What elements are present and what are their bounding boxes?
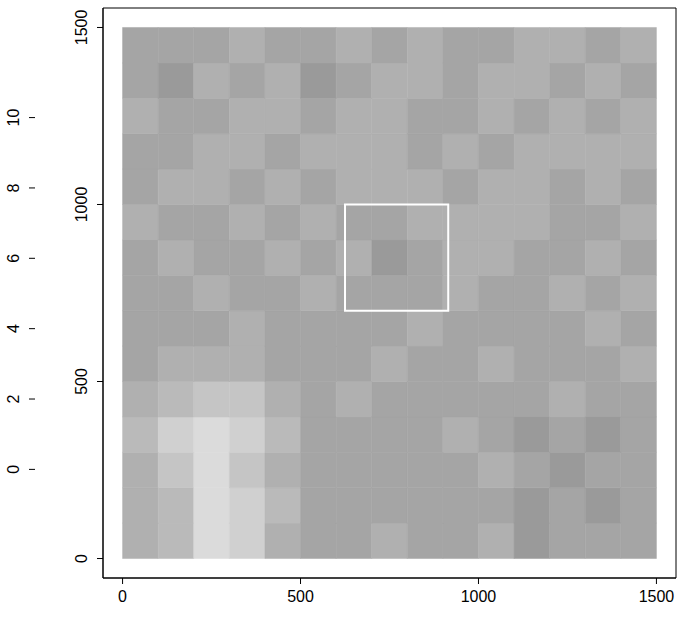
svg-text:1500: 1500 [639,588,675,605]
svg-text:0: 0 [73,554,90,563]
svg-text:1500: 1500 [73,10,90,46]
svg-text:500: 500 [287,588,314,605]
svg-text:0: 0 [118,588,127,605]
svg-text:500: 500 [73,368,90,395]
svg-text:6: 6 [5,254,22,263]
svg-text:2: 2 [5,394,22,403]
svg-text:0: 0 [5,465,22,474]
svg-text:8: 8 [5,183,22,192]
svg-text:1000: 1000 [73,187,90,223]
svg-text:1000: 1000 [461,588,497,605]
svg-text:4: 4 [5,324,22,333]
svg-text:10: 10 [5,109,22,127]
